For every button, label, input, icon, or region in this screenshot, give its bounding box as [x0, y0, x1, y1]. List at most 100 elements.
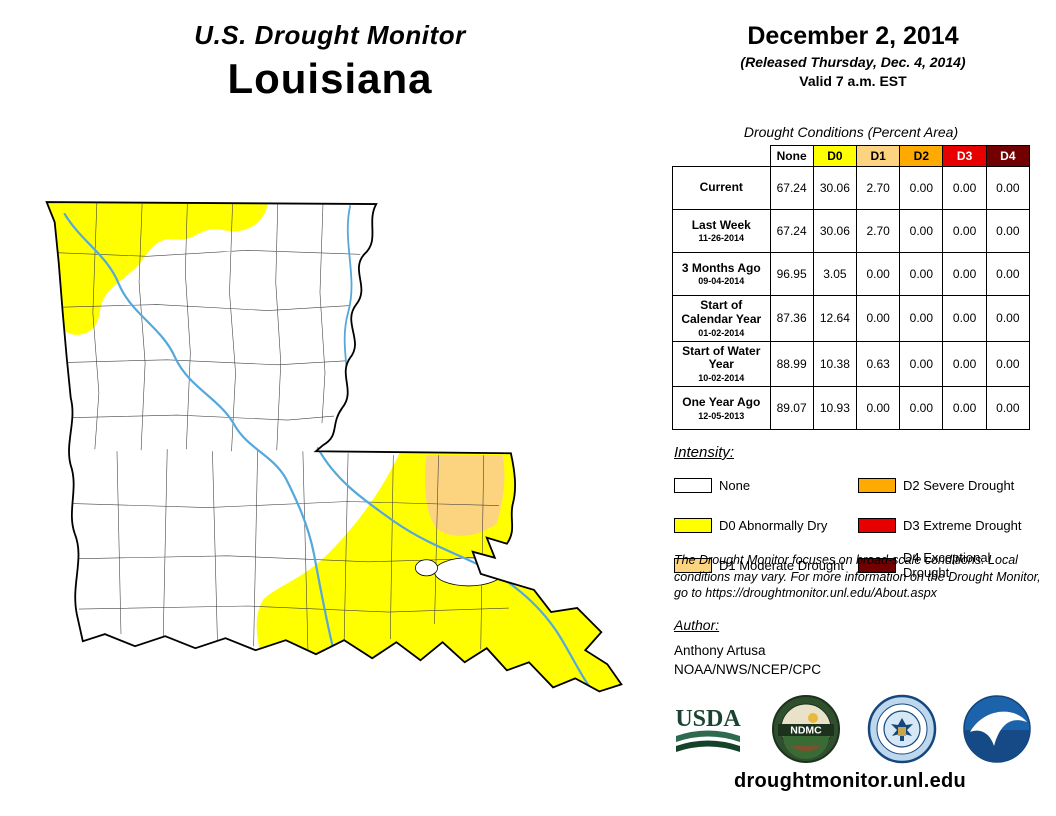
- value-cell: 2.70: [855, 166, 901, 210]
- d4-swatch: [858, 557, 896, 573]
- col-header-d3: D3: [942, 145, 987, 167]
- legend-grid: None D0 Abnormally Dry D1 Moderate Droug…: [674, 470, 1034, 580]
- author-block: Author: Anthony Artusa NOAA/NWS/NCEP/CPC: [674, 617, 821, 680]
- usda-logo-text: USDA: [675, 706, 741, 732]
- drought-conditions-table: None D0 D1 D2 D3 D4 Current 67.24 30.06 …: [672, 145, 1031, 431]
- commerce-seal-logo: [867, 694, 936, 764]
- table-row-3-months-ago: 3 Months Ago 09-04-2014 96.95 3.05 0.00 …: [672, 252, 1031, 296]
- legend-label: D1 Moderate Drought: [719, 557, 845, 573]
- value-cell: 88.99: [769, 340, 814, 388]
- usda-logo: USDA: [675, 706, 741, 752]
- row-date: 10-02-2014: [698, 373, 745, 384]
- usda-swoosh-upper: [676, 730, 740, 742]
- louisiana-drought-map: [45, 201, 623, 693]
- none-swatch: [674, 477, 712, 493]
- row-label: One Year Ago: [682, 394, 761, 409]
- intensity-legend: Intensity: None D0 Abnormally Dry D1 Mod…: [674, 444, 1034, 580]
- row-date: 09-04-2014: [698, 276, 745, 287]
- row-label: Last Week: [691, 217, 751, 232]
- value-cell: 0.00: [985, 252, 1031, 296]
- noaa-gull-icon: [969, 711, 1027, 746]
- ndmc-soil: [791, 746, 822, 752]
- row-header: Start of Water Year 10-02-2014: [672, 340, 771, 388]
- value-cell: 96.95: [769, 252, 814, 296]
- drought-conditions-panel: Drought Conditions (Percent Area) None D…: [672, 124, 1031, 431]
- legend-label: D0 Abnormally Dry: [719, 517, 828, 533]
- author-agency: NOAA/NWS/NCEP/CPC: [674, 661, 822, 677]
- value-cell: 0.00: [942, 295, 987, 342]
- value-cell: 87.36: [769, 295, 814, 342]
- value-cell: 0.00: [855, 386, 901, 431]
- row-header: Current: [672, 166, 771, 210]
- d1-region-southeast: [424, 455, 505, 536]
- value-cell: 0.00: [899, 295, 944, 342]
- release-date: (Released Thursday, Dec. 4, 2014): [740, 54, 966, 70]
- value-cell: 0.00: [985, 295, 1031, 342]
- table-row-one-year-ago: One Year Ago 12-05-2013 89.07 10.93 0.00…: [672, 386, 1031, 431]
- value-cell: 0.00: [899, 340, 944, 388]
- table-row-last-week: Last Week 11-26-2014 67.24 30.06 2.70 0.…: [672, 209, 1031, 253]
- legend-item-d1: D1 Moderate Drought: [674, 550, 858, 580]
- value-cell: 0.00: [985, 209, 1031, 253]
- legend-item-d4: D4 Exceptional Drought: [858, 550, 1034, 580]
- value-cell: 0.00: [899, 209, 944, 253]
- row-date: 01-02-2014: [698, 327, 745, 338]
- region-title: Louisiana: [227, 55, 433, 102]
- author-heading: Author:: [674, 617, 720, 633]
- row-date: 12-05-2013: [698, 410, 745, 421]
- value-cell: 0.00: [942, 386, 987, 431]
- value-cell: 2.70: [855, 209, 901, 253]
- row-date: 11-26-2014: [698, 233, 745, 244]
- value-cell: 0.00: [985, 166, 1031, 210]
- value-cell: 30.06: [812, 166, 858, 210]
- parish-boundaries: [46, 202, 509, 650]
- row-label: Start of Calendar Year: [681, 298, 762, 326]
- table-row-current: Current 67.24 30.06 2.70 0.00 0.00 0.00: [672, 166, 1031, 210]
- value-cell: 0.00: [942, 209, 987, 253]
- ndmc-logo: NDMC: [772, 695, 841, 763]
- value-cell: 0.00: [899, 386, 944, 431]
- legend-label: D4 Exceptional Drought: [903, 550, 991, 580]
- ndmc-banner: [778, 724, 835, 736]
- ndmc-logo-text: NDMC: [791, 725, 823, 737]
- row-label: Current: [699, 179, 743, 194]
- table-caption: Drought Conditions (Percent Area): [743, 124, 959, 140]
- d2-swatch: [858, 477, 896, 493]
- col-header-d4: D4: [985, 145, 1031, 167]
- value-cell: 0.00: [899, 252, 944, 296]
- author-name: Anthony Artusa: [674, 643, 766, 658]
- website-url: droughtmonitor.unl.edu: [733, 770, 967, 792]
- legend-item-none: None: [674, 470, 858, 500]
- row-header: 3 Months Ago 09-04-2014: [672, 252, 771, 296]
- date-header: December 2, 2014 (Released Thursday, Dec…: [676, 22, 1030, 89]
- row-header: One Year Ago 12-05-2013: [672, 386, 771, 431]
- commerce-shield: [897, 727, 906, 736]
- value-cell: 0.00: [899, 166, 944, 210]
- value-cell: 67.24: [769, 209, 814, 253]
- table-header-row: None D0 D1 D2 D3 D4: [672, 145, 1031, 167]
- value-cell: 67.24: [769, 166, 814, 210]
- value-cell: 0.00: [855, 252, 901, 296]
- value-cell: 0.00: [942, 340, 987, 388]
- d0-region-north: [46, 202, 269, 335]
- ndmc-sun: [808, 713, 819, 723]
- value-cell: 10.93: [812, 386, 858, 431]
- noaa-sea: [964, 730, 1030, 763]
- table-corner-cell: [672, 145, 771, 167]
- lake-pontchartrain: [434, 557, 504, 587]
- value-cell: 0.00: [985, 386, 1031, 431]
- legend-item-d3: D3 Extreme Drought: [858, 510, 1034, 540]
- row-label: 3 Months Ago: [681, 260, 761, 275]
- col-header-none: None: [769, 145, 814, 167]
- legend-item-d0: D0 Abnormally Dry: [674, 510, 858, 540]
- col-header-d2: D2: [899, 145, 944, 167]
- row-label: Start of Water Year: [682, 343, 761, 372]
- lake-maurepas: [415, 559, 438, 577]
- legend-item-d2: D2 Severe Drought: [858, 470, 1034, 500]
- usda-swoosh-lower: [676, 740, 740, 752]
- valid-time: Valid 7 a.m. EST: [799, 73, 907, 89]
- row-header: Start of Calendar Year 01-02-2014: [672, 295, 771, 342]
- value-cell: 3.05: [812, 252, 858, 296]
- page-title: U.S. Drought Monitor: [194, 20, 466, 50]
